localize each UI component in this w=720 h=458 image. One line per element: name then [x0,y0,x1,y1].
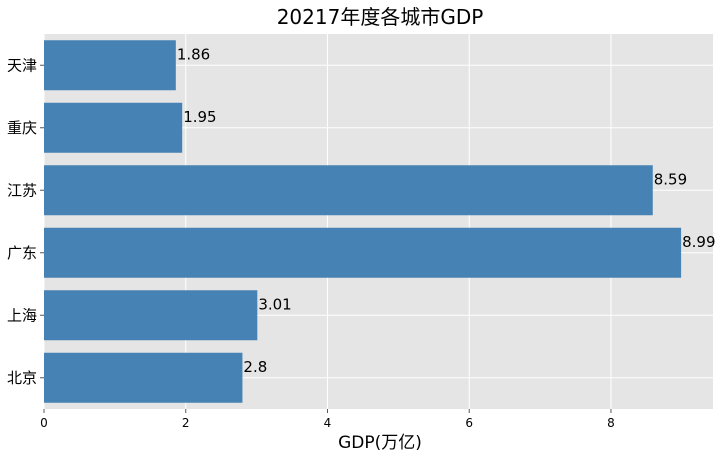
data-label-2: 8.99 [682,233,715,251]
y-tick-label-3: 江苏 [7,181,37,199]
data-label-0: 2.8 [243,358,267,376]
y-tick-label-2: 广东 [7,244,37,262]
bar-2 [44,227,682,278]
bar-4 [44,102,183,153]
data-labels: 2.8 3.01 8.99 8.59 1.95 1.86 [177,45,716,376]
bar-3 [44,165,653,216]
y-tick-label-4: 重庆 [7,119,37,137]
y-tick-label-0: 北京 [7,369,37,387]
bar-0 [44,352,243,403]
bar-5 [44,40,176,91]
x-axis-label: GDP(万亿) [338,433,422,453]
bar-1 [44,290,258,341]
data-label-1: 3.01 [258,295,291,313]
chart-title: 20217年度各城市GDP [277,5,484,29]
y-tick-labels: 北京 上海 广东 江苏 重庆 天津 [7,56,44,387]
data-label-4: 1.95 [183,108,216,126]
x-tick-label: 6 [465,416,473,430]
data-label-5: 1.86 [177,45,210,63]
x-tick-label: 2 [182,416,190,430]
x-tick-label: 4 [324,416,332,430]
x-tick-label: 8 [607,416,615,430]
y-tick-label-5: 天津 [7,56,37,74]
x-tick-labels: 0 2 4 6 8 [40,409,615,430]
bars [44,40,682,403]
plot-area [44,34,713,409]
x-tick-label: 0 [40,416,48,430]
y-tick-label-1: 上海 [7,306,37,324]
data-label-3: 8.59 [654,170,687,188]
